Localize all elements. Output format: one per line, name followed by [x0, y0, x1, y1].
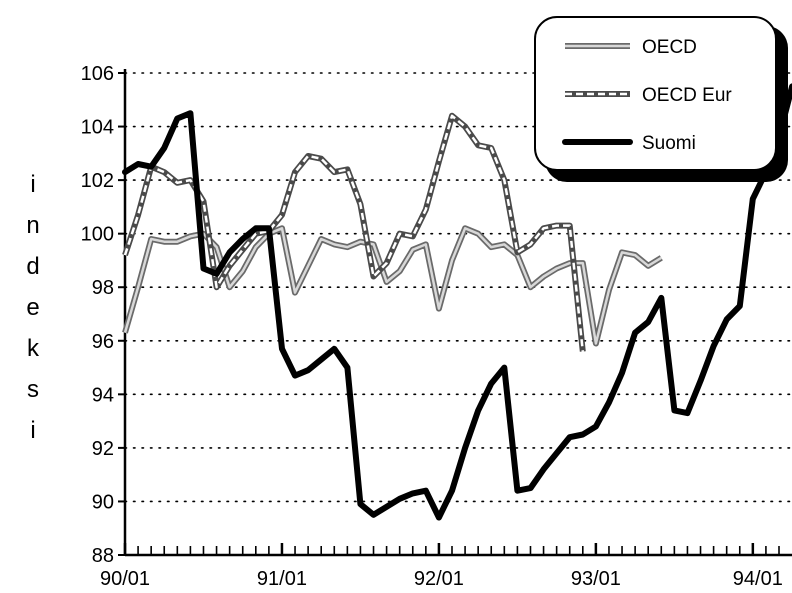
y-axis-label-char: k [27, 335, 40, 362]
x-tick-label: 91/01 [257, 568, 307, 590]
y-axis-label-char: e [26, 294, 39, 321]
x-tick-labels: 90/01 91/01 92/01 93/01 94/01 [100, 568, 783, 590]
x-tick-label: 94/01 [733, 568, 783, 590]
y-tick-label: 92 [92, 438, 114, 460]
y-tick-label: 102 [81, 170, 114, 192]
y-axis-label-char: d [26, 253, 39, 280]
legend-label: Suomi [642, 133, 696, 154]
y-tick-label: 90 [92, 491, 114, 513]
axes [118, 69, 792, 557]
x-tick-label: 92/01 [414, 568, 464, 590]
legend-label: OECD [642, 37, 697, 58]
series-suomi [122, 83, 792, 521]
legend: OECD OECD Eur Suomi [534, 16, 788, 182]
y-tick-label: 100 [81, 224, 114, 246]
y-axis-label-char: i [30, 417, 35, 444]
legend-item: OECD [565, 37, 697, 58]
y-axis-label-char: n [26, 212, 39, 239]
y-tick-label: 104 [81, 117, 114, 139]
y-tick-label: 96 [92, 331, 114, 353]
y-tick-label: 94 [92, 384, 114, 406]
series-oecd-eur [122, 112, 586, 352]
series-line [122, 83, 792, 521]
y-axis-label-char: s [27, 376, 39, 403]
y-tick-label: 98 [92, 277, 114, 299]
x-tick-label: 90/01 [100, 568, 150, 590]
grid-lines [124, 72, 792, 503]
y-axis-label-char: i [30, 171, 35, 198]
legend-item: OECD Eur [565, 85, 732, 106]
x-tick-label: 93/01 [571, 568, 621, 590]
y-tick-label: 88 [92, 545, 114, 567]
series-lines [122, 83, 792, 521]
y-tick-labels: 88 90 92 94 96 98 100 102 104 106 [81, 63, 114, 567]
y-tick-label: 106 [81, 63, 114, 85]
series-line-core [123, 114, 585, 352]
legend-label: OECD Eur [642, 85, 732, 106]
legend-item: Suomi [562, 133, 696, 154]
